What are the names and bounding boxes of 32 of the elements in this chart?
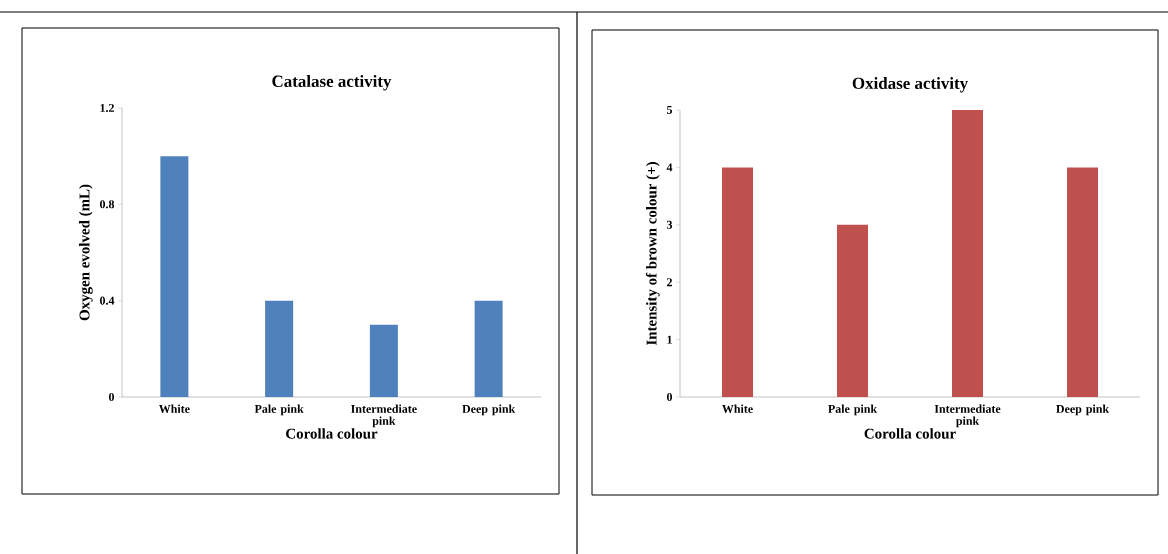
y-tick-label: 4 (666, 163, 673, 172)
bar (722, 167, 754, 397)
y-tick-label: 3 (666, 220, 673, 229)
bar (265, 300, 294, 397)
chart-title: Oxidase activity (852, 77, 968, 93)
y-axis-title: Intensity of brown colour (+) (645, 162, 660, 346)
x-tick-label: White (158, 404, 190, 413)
y-tick-label: 0.4 (99, 296, 115, 305)
x-tick-label: Pale pink (254, 404, 304, 416)
x-axis-title: Corolla colour (864, 428, 956, 439)
bar (160, 156, 189, 397)
x-tick-label: Pale pink (828, 404, 878, 416)
bar (474, 300, 503, 397)
x-tick-label: Intermediate pink (934, 404, 1001, 428)
y-tick-label: 1 (667, 335, 672, 344)
y-tick-label: 5 (666, 106, 673, 114)
bar (952, 110, 984, 397)
y-axis-title: Oxygen evolved (mL) (79, 184, 93, 321)
y-tick-label: 0 (666, 392, 673, 402)
y-tick-label: 0.8 (99, 200, 115, 209)
y-tick-label: 1.2 (100, 103, 114, 113)
y-tick-label: 2 (667, 278, 672, 287)
bar (369, 324, 398, 397)
x-axis-title: Corolla colour (286, 428, 378, 439)
bar (1067, 167, 1099, 397)
x-tick-label: White (722, 404, 753, 413)
x-tick-label: Intermediate pink (351, 404, 417, 428)
x-tick-label: Deep pink (462, 404, 516, 416)
bar (837, 224, 869, 397)
x-tick-label: Deep pink (1056, 404, 1110, 416)
chart-title: Catalase activity (272, 75, 392, 91)
y-tick-label: 0 (108, 392, 115, 402)
